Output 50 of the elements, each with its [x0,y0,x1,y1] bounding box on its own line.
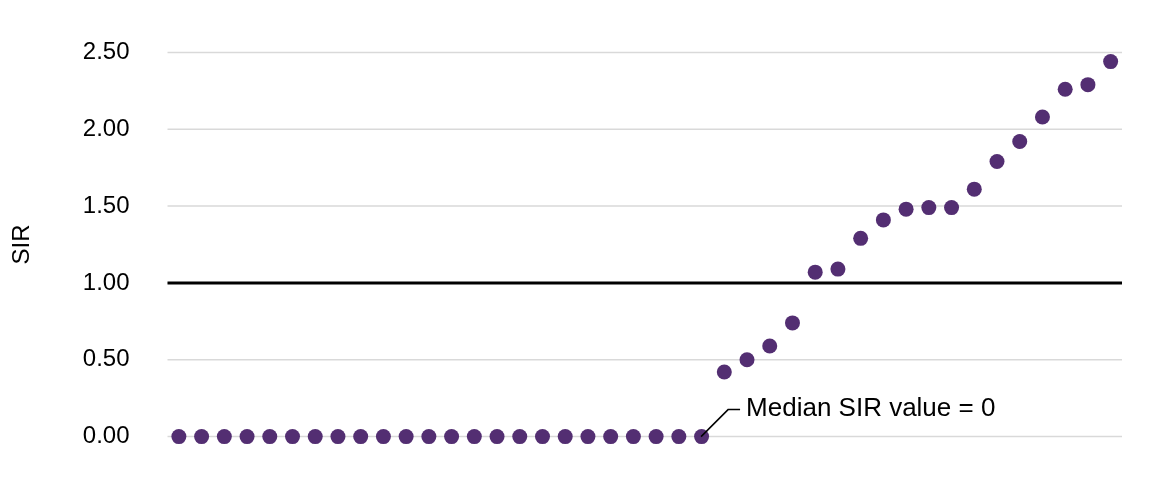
point [171,429,187,445]
point [534,429,550,445]
y-tick-label: 2.00 [82,113,130,141]
point [580,429,596,445]
point [921,200,937,216]
point [739,352,755,368]
y-tick-label: 0.00 [82,421,130,449]
point [830,261,846,277]
point [194,429,210,445]
point [216,429,232,445]
point [557,429,573,445]
point [898,201,914,217]
point [694,429,710,445]
point [603,429,619,445]
point [398,429,414,445]
y-tick-label: 0.50 [82,344,130,372]
point [444,429,460,445]
y-axis-title: SIR [7,224,35,265]
point [262,429,278,445]
y-tick-label: 1.50 [82,190,130,218]
point [784,315,800,331]
point [875,212,891,228]
point [807,264,823,280]
point [1103,54,1119,70]
point [489,429,505,445]
point [512,429,528,445]
y-tick-label: 2.50 [82,37,130,65]
point [307,429,323,445]
point [966,181,982,197]
point [285,429,300,445]
point [716,364,732,380]
point [1080,77,1096,93]
point [989,154,1005,170]
annotation: Median SIR value = 0 [746,391,996,422]
point [330,429,346,445]
point [353,429,369,445]
point [1034,109,1050,125]
point [944,200,960,216]
point [421,429,437,445]
point [466,429,482,445]
y-tick-label: 1.00 [82,267,130,295]
point [1057,81,1073,97]
point [1012,134,1028,150]
point [853,230,869,246]
point [762,338,778,354]
point [239,429,255,445]
point [648,429,664,445]
point [671,429,687,445]
point [625,429,641,445]
point [375,429,391,445]
